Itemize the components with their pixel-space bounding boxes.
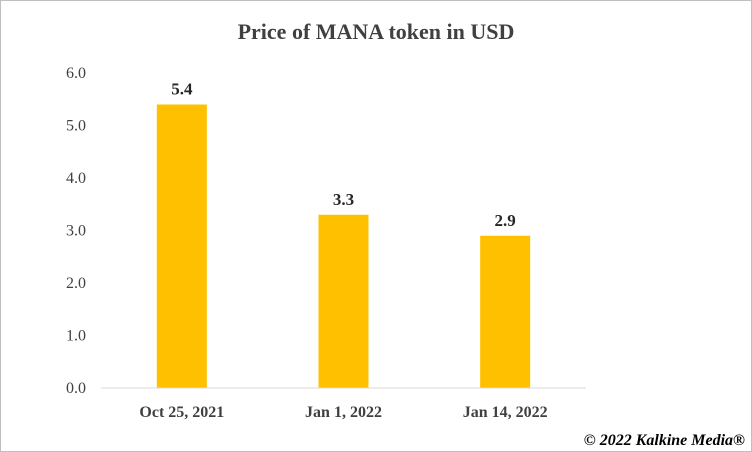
x-tick-label: Oct 25, 2021 (139, 404, 224, 421)
y-axis: 0.0 1.0 2.0 3.0 4.0 5.0 6.0 (66, 65, 86, 397)
y-tick-label: 3.0 (66, 223, 86, 240)
y-tick-label: 6.0 (66, 65, 86, 82)
x-axis: Oct 25, 2021 Jan 1, 2022 Jan 14, 2022 (139, 404, 547, 421)
x-tick-label: Jan 1, 2022 (305, 404, 382, 421)
y-tick-label: 5.0 (66, 118, 86, 135)
y-tick-label: 0.0 (66, 380, 86, 397)
y-tick-label: 2.0 (66, 275, 86, 292)
y-tick-label: 4.0 (66, 170, 86, 187)
data-label: 2.9 (495, 211, 516, 230)
bar (480, 235, 531, 388)
y-tick-label: 1.0 (66, 328, 86, 345)
data-label: 3.3 (333, 190, 354, 209)
bar (156, 104, 207, 388)
bar (318, 214, 369, 388)
x-tick-label: Jan 14, 2022 (463, 404, 548, 421)
chart-title: Price of MANA token in USD (238, 19, 515, 44)
data-label: 5.4 (171, 80, 193, 99)
credit-text: © 2022 Kalkine Media® (584, 432, 745, 449)
bars: 5.4 3.3 2.9 (156, 80, 531, 388)
